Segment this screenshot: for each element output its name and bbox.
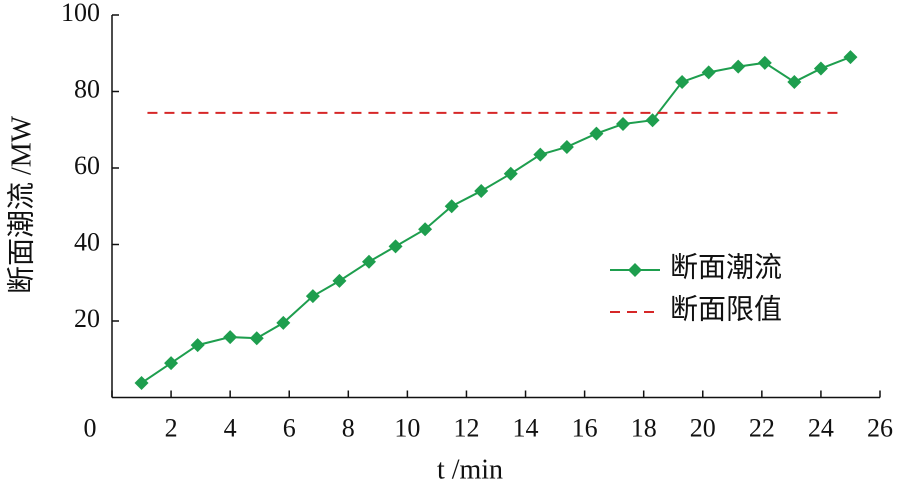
y-axis-label: 断面潮流 /MW [5, 115, 37, 294]
marker [787, 74, 802, 89]
x-tick-label: 6 [283, 413, 296, 442]
y-tick-label: 80 [74, 74, 100, 103]
marker [223, 330, 238, 345]
marker [757, 55, 772, 70]
x-tick-label: 4 [224, 413, 237, 442]
x-tick-label: 24 [808, 413, 834, 442]
y-tick-label: 100 [61, 0, 100, 27]
marker [134, 375, 149, 390]
x-tick-label: 18 [631, 413, 657, 442]
y-tick-label: 40 [74, 227, 100, 256]
x-tick-label: 10 [394, 413, 420, 442]
marker [675, 74, 690, 89]
y-tick-label: 20 [74, 304, 100, 333]
marker [731, 59, 746, 74]
marker [190, 338, 205, 353]
x-tick-label: 20 [690, 413, 716, 442]
marker [701, 65, 716, 80]
x-tick-label: 16 [572, 413, 598, 442]
marker [533, 147, 548, 162]
marker [418, 222, 433, 237]
marker [388, 239, 403, 254]
x-tick-label: 22 [749, 413, 775, 442]
marker [559, 139, 574, 154]
legend-marker [628, 263, 642, 277]
x-tick-label: 12 [453, 413, 479, 442]
legend-label: 断面潮流 [670, 251, 782, 283]
x-tick-label: 14 [513, 413, 539, 442]
marker [503, 166, 518, 181]
marker [164, 356, 179, 371]
marker [843, 50, 858, 65]
marker [589, 126, 604, 141]
x-tick-label: 0 [84, 413, 97, 442]
marker [276, 315, 291, 330]
x-tick-label: 26 [867, 413, 893, 442]
series-line [140, 56, 851, 384]
marker [305, 289, 320, 304]
marker [361, 254, 376, 269]
marker [616, 117, 631, 132]
marker [249, 331, 264, 346]
marker [645, 113, 660, 128]
x-tick-label: 2 [165, 413, 178, 442]
legend-label: 断面限值 [670, 293, 782, 325]
y-tick-label: 60 [74, 151, 100, 180]
marker [444, 199, 459, 214]
marker [474, 183, 489, 198]
marker [813, 61, 828, 76]
x-tick-label: 8 [342, 413, 355, 442]
marker [332, 273, 347, 288]
x-axis-label: t /min [437, 454, 503, 485]
